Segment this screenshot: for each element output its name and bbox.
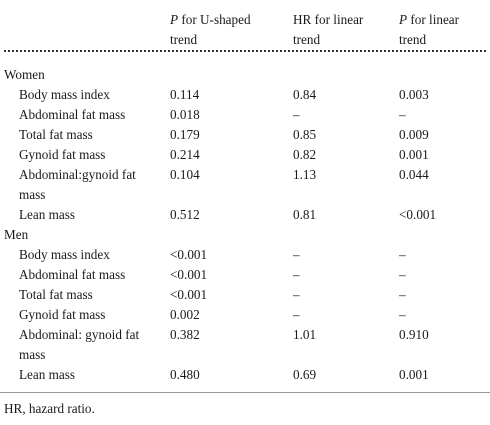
- p-linear-value: <0.001: [399, 207, 437, 222]
- u-shaped-value: 0.104: [170, 167, 200, 182]
- p-linear-value: 0.001: [399, 367, 429, 382]
- table-row: Total fat mass 0.179 0.85 0.009: [0, 125, 490, 145]
- row-label-continuation: mass: [19, 187, 46, 202]
- table-row: Body mass index 0.114 0.84 0.003: [0, 85, 490, 105]
- row-label: Body mass index: [19, 87, 110, 102]
- table-row: Body mass index <0.001 – –: [0, 245, 490, 265]
- table-row-continuation: mass: [0, 345, 490, 365]
- header-u-text: for U-shaped: [178, 12, 251, 27]
- header-p-linear-trend: P for linear trend: [399, 10, 459, 50]
- header-hr-linear-trend: HR for linear trend: [293, 10, 363, 50]
- header-p-text-line2: trend: [399, 32, 427, 47]
- table-row: Lean mass 0.480 0.69 0.001: [0, 365, 490, 385]
- row-label-continuation: mass: [19, 347, 46, 362]
- table-bottom-rule: [0, 392, 490, 393]
- table-row: Gynoid fat mass 0.002 – –: [0, 305, 490, 325]
- p-linear-value: –: [399, 307, 406, 322]
- header-hr-text-line2: trend: [293, 32, 321, 47]
- row-label: Lean mass: [19, 367, 76, 382]
- table-footnote: HR, hazard ratio.: [4, 401, 95, 416]
- hr-value: 0.84: [293, 87, 317, 102]
- row-label: Gynoid fat mass: [19, 147, 106, 162]
- u-shaped-value: 0.382: [170, 327, 200, 342]
- hr-value: –: [293, 247, 300, 262]
- p-linear-value: –: [399, 247, 406, 262]
- hr-value: –: [293, 107, 300, 122]
- p-linear-value: 0.910: [399, 327, 429, 342]
- p-linear-value: 0.044: [399, 167, 429, 182]
- row-label: Abdominal: gynoid fat: [19, 327, 140, 342]
- group-row-men: Men: [0, 225, 490, 245]
- p-linear-value: –: [399, 107, 406, 122]
- hr-value: 1.01: [293, 327, 317, 342]
- p-linear-value: –: [399, 267, 406, 282]
- row-label: Total fat mass: [19, 127, 93, 142]
- u-shaped-value: 0.214: [170, 147, 200, 162]
- hr-value: –: [293, 267, 300, 282]
- row-label: Abdominal fat mass: [19, 267, 126, 282]
- header-u-text-line2: trend: [170, 32, 198, 47]
- p-linear-value: 0.009: [399, 127, 429, 142]
- u-shaped-value: 0.114: [170, 87, 200, 102]
- table-row: Abdominal: gynoid fat 0.382 1.01 0.910: [0, 325, 490, 345]
- table-row: Abdominal fat mass 0.018 – –: [0, 105, 490, 125]
- header-p-text: for linear: [407, 12, 460, 27]
- p-linear-value: –: [399, 287, 406, 302]
- table-row: Abdominal:gynoid fat 0.104 1.13 0.044: [0, 165, 490, 185]
- hr-value: –: [293, 287, 300, 302]
- hr-value: 0.85: [293, 127, 317, 142]
- header-p-symbol: P: [399, 12, 408, 27]
- u-shaped-value: 0.512: [170, 207, 200, 222]
- u-shaped-value: <0.001: [170, 267, 208, 282]
- row-label: Lean mass: [19, 207, 76, 222]
- u-shaped-value: <0.001: [170, 247, 208, 262]
- group-label: Men: [4, 227, 29, 242]
- header-hr-text: HR for linear: [293, 12, 364, 27]
- hr-value: –: [293, 307, 300, 322]
- hr-value: 0.69: [293, 367, 317, 382]
- table-row: Total fat mass <0.001 – –: [0, 285, 490, 305]
- header-u-shaped-trend: P for U-shaped trend: [170, 10, 251, 50]
- p-linear-value: 0.001: [399, 147, 429, 162]
- p-linear-value: 0.003: [399, 87, 429, 102]
- row-label: Body mass index: [19, 247, 110, 262]
- table-row: Gynoid fat mass 0.214 0.82 0.001: [0, 145, 490, 165]
- group-row-women: Women: [0, 65, 490, 85]
- u-shaped-value: 0.018: [170, 107, 200, 122]
- hr-value: 0.81: [293, 207, 317, 222]
- hr-value: 0.82: [293, 147, 317, 162]
- u-shaped-value: 0.002: [170, 307, 200, 322]
- table-row: Abdominal fat mass <0.001 – –: [0, 265, 490, 285]
- row-label: Total fat mass: [19, 287, 93, 302]
- group-label: Women: [4, 67, 45, 82]
- row-label: Abdominal:gynoid fat: [19, 167, 136, 182]
- u-shaped-value: 0.179: [170, 127, 200, 142]
- hr-value: 1.13: [293, 167, 317, 182]
- header-divider: [4, 50, 486, 52]
- u-shaped-value: 0.480: [170, 367, 200, 382]
- table-row: Lean mass 0.512 0.81 <0.001: [0, 205, 490, 225]
- u-shaped-value: <0.001: [170, 287, 208, 302]
- header-u-p-symbol: P: [170, 12, 179, 27]
- row-label: Gynoid fat mass: [19, 307, 106, 322]
- table-row-continuation: mass: [0, 185, 490, 205]
- row-label: Abdominal fat mass: [19, 107, 126, 122]
